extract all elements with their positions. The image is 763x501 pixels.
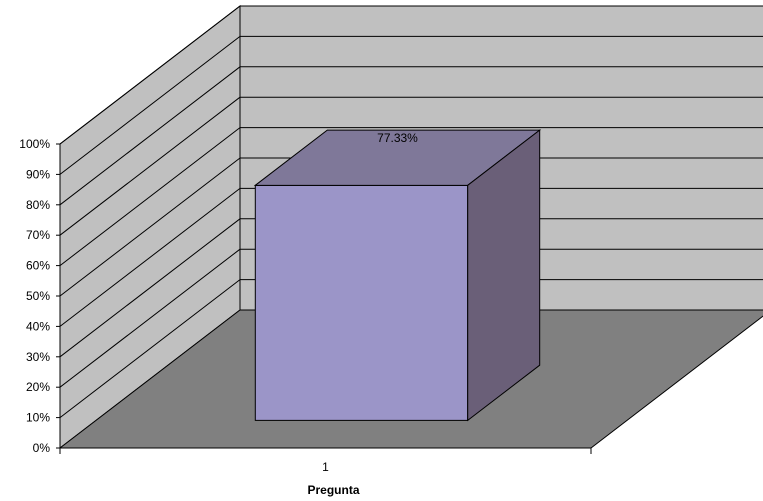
gridline-diagonal — [59, 127, 241, 266]
y-tick-label: 10% — [26, 411, 50, 425]
y-tick-label: 0% — [33, 441, 51, 455]
bar-front — [254, 184, 469, 421]
labels: 77.33% — [377, 131, 418, 145]
gridline-diagonal — [59, 66, 241, 206]
x-axis-title: Pregunta — [307, 483, 359, 497]
y-tick-label: 60% — [26, 259, 50, 273]
y-tick-label: 80% — [26, 198, 50, 212]
x-axis: 1 — [59, 447, 592, 474]
gridline-diagonal — [59, 96, 241, 236]
y-tick-label: 40% — [26, 319, 50, 333]
y-tick-label: 90% — [26, 167, 50, 181]
gridline-diagonal — [59, 36, 241, 175]
data-label: 77.33% — [377, 131, 418, 145]
gridline-diagonal — [59, 248, 241, 388]
gridline-diagonal — [59, 5, 241, 145]
y-tick-label: 50% — [26, 289, 50, 303]
y-tick-label: 20% — [26, 380, 50, 394]
gridline-diagonal — [59, 157, 241, 297]
gridline-diagonal — [59, 279, 241, 418]
y-tick-label: 70% — [26, 228, 50, 242]
y-tick-label: 30% — [26, 350, 50, 364]
y-axis: 0% 10% 20% 30% 40% 50% 60% 70% 80% 90% 100% — [19, 137, 61, 455]
gridline-diagonal — [59, 188, 241, 327]
gridline-diagonal — [59, 218, 241, 358]
x-tick-label: 1 — [322, 460, 329, 474]
y-tick-label: 100% — [19, 137, 50, 151]
bar-side — [467, 129, 541, 422]
bars — [253, 129, 542, 422]
